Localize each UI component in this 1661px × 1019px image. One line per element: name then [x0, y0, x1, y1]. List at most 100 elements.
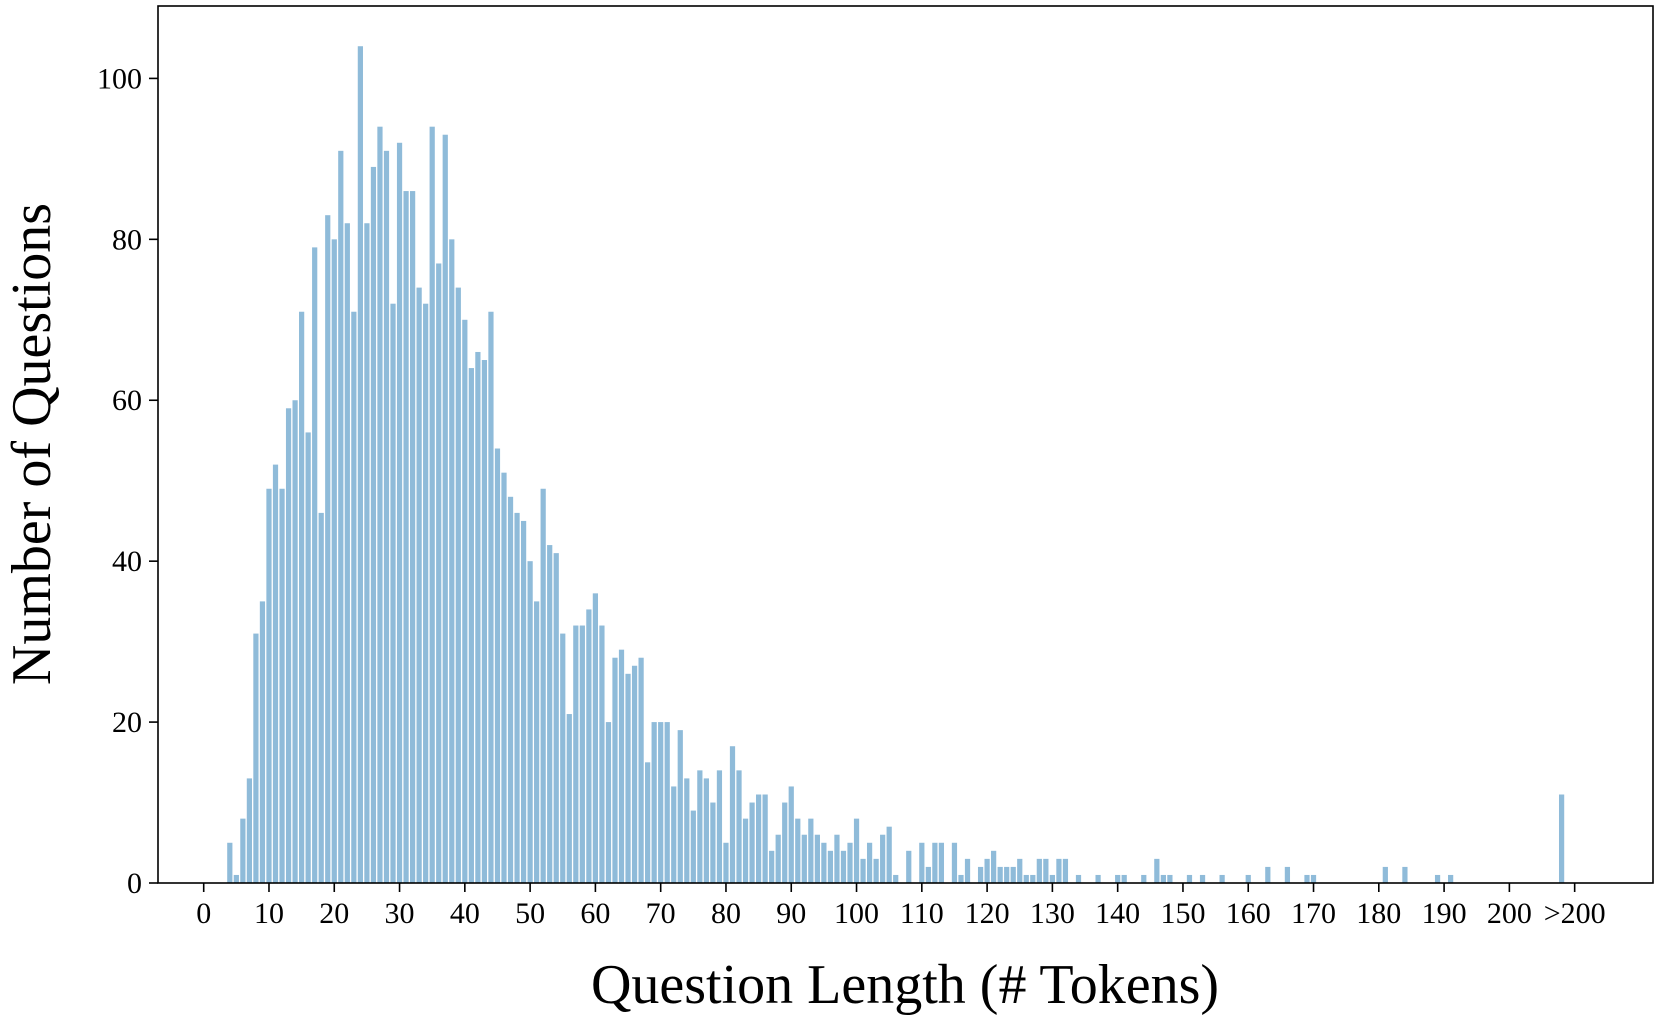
y-tick-label: 60 [112, 384, 142, 417]
bar-78 [710, 802, 716, 883]
x-tick-label: 190 [1422, 897, 1467, 930]
x-tick-label: 150 [1160, 897, 1205, 930]
x-tick-label: 0 [196, 897, 211, 930]
bar-64 [618, 649, 625, 883]
bar-83 [742, 818, 749, 883]
bar-22 [344, 223, 350, 884]
bar-148 [1167, 874, 1173, 883]
bar-160 [1245, 874, 1251, 883]
bar-129 [1043, 858, 1049, 883]
x-tick-label: 120 [965, 897, 1010, 930]
bar-181 [1382, 866, 1388, 883]
x-tick-label: 100 [834, 897, 879, 930]
bar-79 [716, 770, 723, 883]
bar-54 [553, 553, 559, 883]
bar-94 [814, 834, 820, 883]
bar-144 [1141, 874, 1147, 883]
bar-20 [331, 239, 337, 883]
bar-17 [312, 247, 318, 883]
bar-12 [279, 488, 285, 883]
bar-93 [808, 818, 814, 883]
bar-108 [906, 850, 912, 883]
bar-29 [390, 303, 396, 883]
bar-84 [749, 802, 755, 883]
bar-184 [1402, 866, 1408, 883]
y-tick-label: 80 [112, 223, 142, 256]
bar-97 [834, 834, 840, 883]
bar-169 [1304, 874, 1310, 883]
bar-41 [468, 368, 474, 883]
bar-74 [684, 778, 690, 883]
y-tick-label: 20 [112, 706, 142, 739]
bar-72 [671, 786, 677, 883]
x-tick-label: 90 [776, 897, 806, 930]
x-tick-label: 70 [646, 897, 676, 930]
bar-77 [703, 778, 709, 883]
bar-125 [1017, 858, 1023, 883]
bar-56 [566, 714, 572, 883]
bar-96 [827, 850, 834, 883]
bar-102 [866, 842, 873, 883]
bar-68 [645, 762, 651, 883]
bar-132 [1062, 858, 1069, 883]
bar-71 [664, 722, 670, 883]
bar-86 [762, 794, 768, 883]
bar-35 [429, 126, 435, 883]
bar-66 [631, 665, 638, 883]
x-tick-label: 130 [1030, 897, 1075, 930]
bar-42 [475, 351, 481, 884]
bar-7 [246, 778, 253, 883]
bar-170 [1310, 874, 1317, 883]
bar-50 [527, 561, 533, 883]
bar-89 [782, 802, 788, 883]
bar-111 [925, 866, 931, 883]
bar-124 [1010, 866, 1016, 883]
bar-37 [442, 134, 448, 884]
bar-120 [984, 858, 990, 883]
bar-36 [436, 263, 442, 884]
bar-13 [285, 408, 292, 883]
x-tick-label: 200 [1487, 897, 1532, 930]
bar-140 [1115, 874, 1121, 883]
x-tick-label: 180 [1356, 897, 1401, 930]
bar-44 [488, 311, 494, 883]
bar-156 [1219, 874, 1225, 883]
bar-117 [964, 858, 971, 883]
x-tick-label: 60 [580, 897, 610, 930]
bar-131 [1056, 858, 1062, 883]
y-axis: 0 20 40 60 80 100 [97, 62, 158, 900]
bar-141 [1121, 874, 1127, 883]
bar-62 [605, 722, 612, 883]
bar-191 [1448, 874, 1454, 883]
bar-126 [1023, 874, 1029, 883]
x-tick-label: 30 [385, 897, 415, 930]
bar-46 [501, 472, 507, 883]
bar-18 [318, 512, 324, 883]
x-tick-label: 140 [1095, 897, 1140, 930]
bar-16 [305, 432, 311, 883]
bar-45 [494, 448, 501, 883]
bar-52 [540, 488, 546, 883]
plot-frame [157, 5, 1654, 884]
y-axis-title: Number of Questions [1, 203, 63, 685]
bar-11 [272, 464, 279, 883]
bar-4 [227, 842, 233, 883]
x-axis: 0 10 20 30 40 50 60 70 80 90 100 110 120 130 140 150 160… [196, 883, 1606, 930]
bar-81 [729, 746, 736, 883]
bar-55 [560, 633, 566, 883]
bar-130 [1049, 874, 1055, 883]
bar-151 [1186, 874, 1193, 883]
bar-80 [723, 842, 729, 883]
bar-119 [977, 866, 984, 883]
x-tick-label: 40 [450, 897, 480, 930]
bar-123 [1004, 866, 1010, 883]
bar-30 [396, 142, 403, 883]
bar-208 [1558, 794, 1565, 883]
bar-122 [997, 866, 1003, 883]
bar-15 [299, 311, 305, 883]
bar-65 [625, 673, 631, 883]
bar-153 [1199, 874, 1206, 883]
bar-63 [612, 657, 618, 883]
bar-31 [403, 191, 409, 883]
